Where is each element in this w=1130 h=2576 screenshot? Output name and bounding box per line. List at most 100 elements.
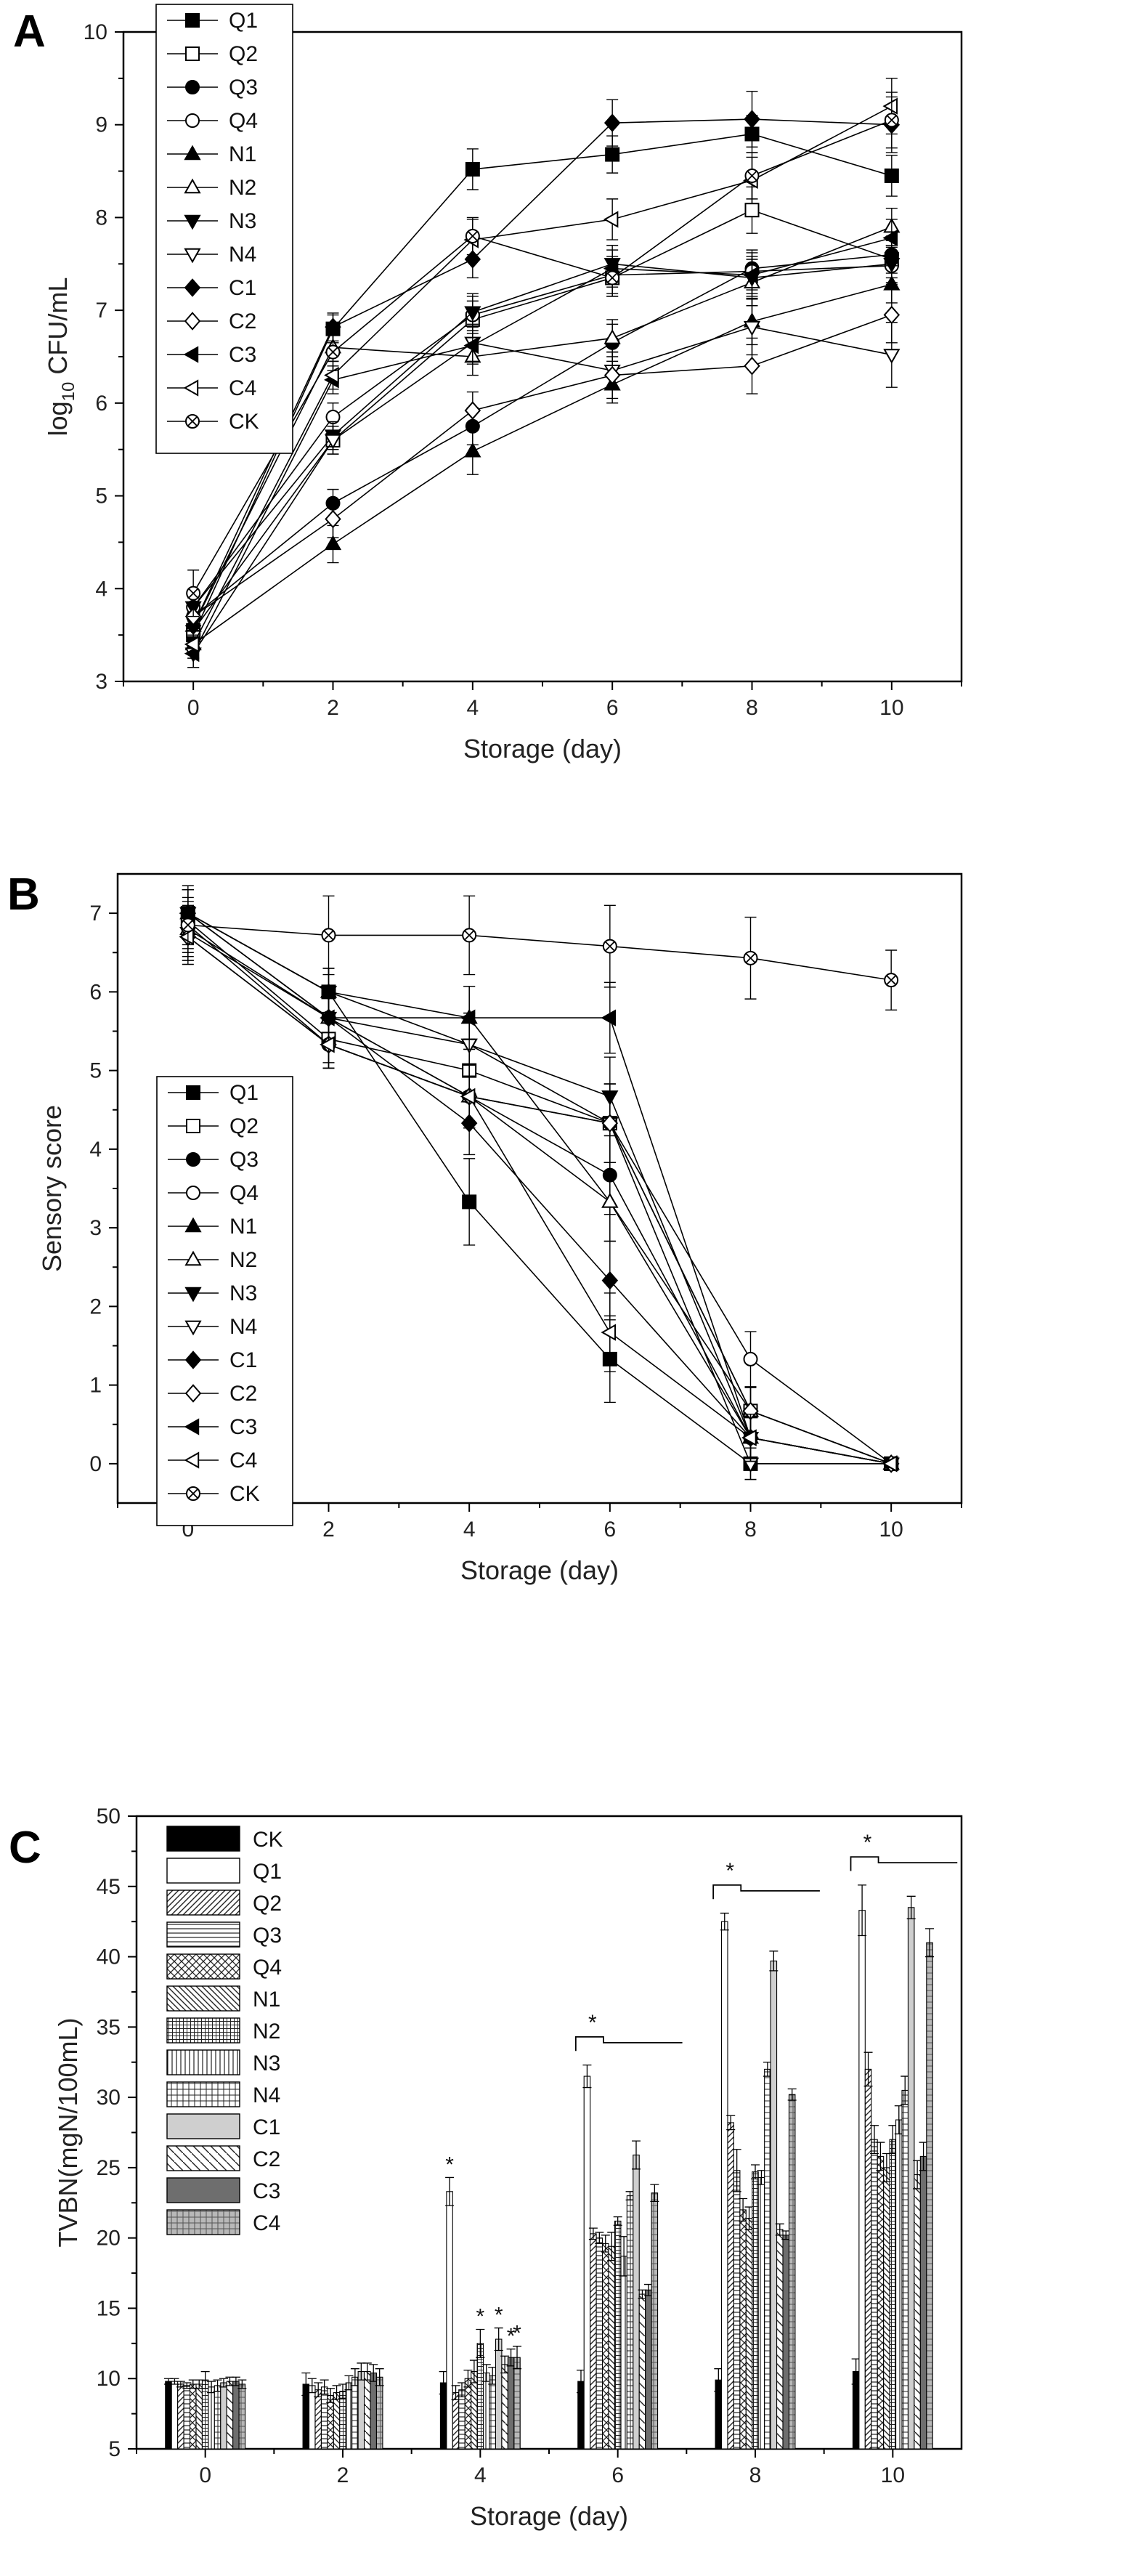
legend-item-c2: C2 xyxy=(167,309,256,333)
panel-letter: C xyxy=(9,1823,41,1873)
legend-label: N3 xyxy=(229,1281,257,1305)
legend-box xyxy=(156,1076,293,1526)
series-c2 xyxy=(184,286,901,636)
legend-item-q1: Q1 xyxy=(166,1858,282,1884)
series-c4 xyxy=(179,912,898,1473)
panel-letter: A xyxy=(13,7,46,57)
series-line xyxy=(187,932,892,1465)
data-point xyxy=(465,228,480,243)
bar-q3 xyxy=(733,2170,741,2450)
legend-marker xyxy=(184,1384,202,1403)
bar-n4 xyxy=(214,2385,221,2450)
data-point xyxy=(179,928,195,946)
y-tick-label: 30 xyxy=(97,2086,121,2110)
data-point xyxy=(743,950,758,965)
data-point xyxy=(743,320,761,336)
significance-bracket: * xyxy=(850,1831,958,1871)
legend-label: C4 xyxy=(229,376,256,400)
y-tick-label: 1 xyxy=(89,1374,102,1398)
bar-n2 xyxy=(889,2139,897,2450)
bar-n4 xyxy=(764,2068,771,2450)
legend-label: N4 xyxy=(229,243,256,267)
legend-swatch xyxy=(166,1890,240,1916)
x-tick-label: 2 xyxy=(322,1518,335,1542)
bar-q1 xyxy=(720,1921,728,2450)
bar-q4 xyxy=(327,2394,334,2450)
bar-q4 xyxy=(189,2383,197,2450)
data-point xyxy=(602,939,617,954)
error-bar xyxy=(582,2064,592,2089)
bar-q2 xyxy=(177,2383,184,2450)
series-ck xyxy=(180,885,899,1010)
legend-marker xyxy=(185,13,200,28)
bar-n1 xyxy=(745,2218,753,2450)
y-tick-label: 45 xyxy=(97,1875,121,1899)
bar-n4 xyxy=(489,2375,497,2450)
data-point xyxy=(884,973,899,988)
legend-marker xyxy=(186,1186,200,1200)
legend-item-ck: CK xyxy=(168,1482,260,1506)
y-tick-label: 25 xyxy=(97,2156,121,2180)
x-tick-label: 10 xyxy=(879,1518,903,1542)
data-point xyxy=(603,113,621,132)
error-bar xyxy=(513,2346,522,2370)
legend-item-n3: N3 xyxy=(167,209,256,233)
data-point xyxy=(744,357,760,376)
legend-item-q1: Q1 xyxy=(167,9,258,33)
y-tick-label: 8 xyxy=(95,206,107,230)
legend-box xyxy=(155,4,293,454)
series-c3 xyxy=(184,219,898,668)
legend-label: C4 xyxy=(253,2211,280,2235)
bar-c4 xyxy=(651,2192,659,2450)
data-point xyxy=(603,329,621,344)
data-point xyxy=(603,365,621,385)
legend-label: C3 xyxy=(253,2179,280,2203)
data-point xyxy=(882,97,898,115)
legend-item-q3: Q3 xyxy=(166,1921,282,1948)
legend-label: N4 xyxy=(229,1315,257,1339)
bar-c1 xyxy=(770,1960,778,2450)
y-tick-label: 6 xyxy=(95,392,107,416)
bar-c2 xyxy=(914,2174,921,2450)
data-point xyxy=(186,586,201,601)
x-tick-label: 2 xyxy=(327,696,339,720)
data-point xyxy=(464,306,481,322)
legend-marker xyxy=(184,214,201,230)
x-tick-label: 6 xyxy=(611,2463,624,2487)
legend-swatch xyxy=(166,1858,240,1884)
y-tick-label: 4 xyxy=(95,577,107,601)
legend-item-n1: N1 xyxy=(168,1215,257,1239)
legend-label: Q3 xyxy=(253,1924,282,1948)
bar-q3 xyxy=(183,2385,191,2450)
significance-bracket: * xyxy=(712,1859,820,1900)
legend-swatch xyxy=(166,1826,240,1852)
legend-item-c1: C1 xyxy=(168,1348,257,1372)
series-line xyxy=(192,226,893,626)
y-tick-label: 35 xyxy=(97,2015,121,2039)
x-tick-label: 4 xyxy=(474,2463,487,2487)
x-tick-label: 0 xyxy=(187,696,200,720)
legend-item-q4: Q4 xyxy=(167,109,258,133)
bar-n3 xyxy=(620,2256,627,2450)
legend-label: Q1 xyxy=(229,9,258,33)
x-tick-label: 10 xyxy=(881,2463,905,2487)
legend-marker xyxy=(184,312,201,331)
legend-marker xyxy=(186,1152,200,1167)
data-point xyxy=(324,366,339,384)
legend-label: C4 xyxy=(229,1449,257,1473)
data-point xyxy=(320,986,338,1001)
legend-label: Q4 xyxy=(229,1181,259,1205)
legend-item-n1: N1 xyxy=(166,1985,280,2012)
significance-star: * xyxy=(725,1859,734,1883)
error-bar xyxy=(726,2115,736,2131)
legend-item-n2: N2 xyxy=(168,1248,257,1272)
legend-marker xyxy=(186,1119,200,1133)
legend-label: CK xyxy=(229,1482,260,1506)
legend-swatch xyxy=(166,2017,240,2044)
series-line xyxy=(192,314,893,617)
error-bar xyxy=(769,1951,779,1972)
bar-c1 xyxy=(907,1907,915,2450)
